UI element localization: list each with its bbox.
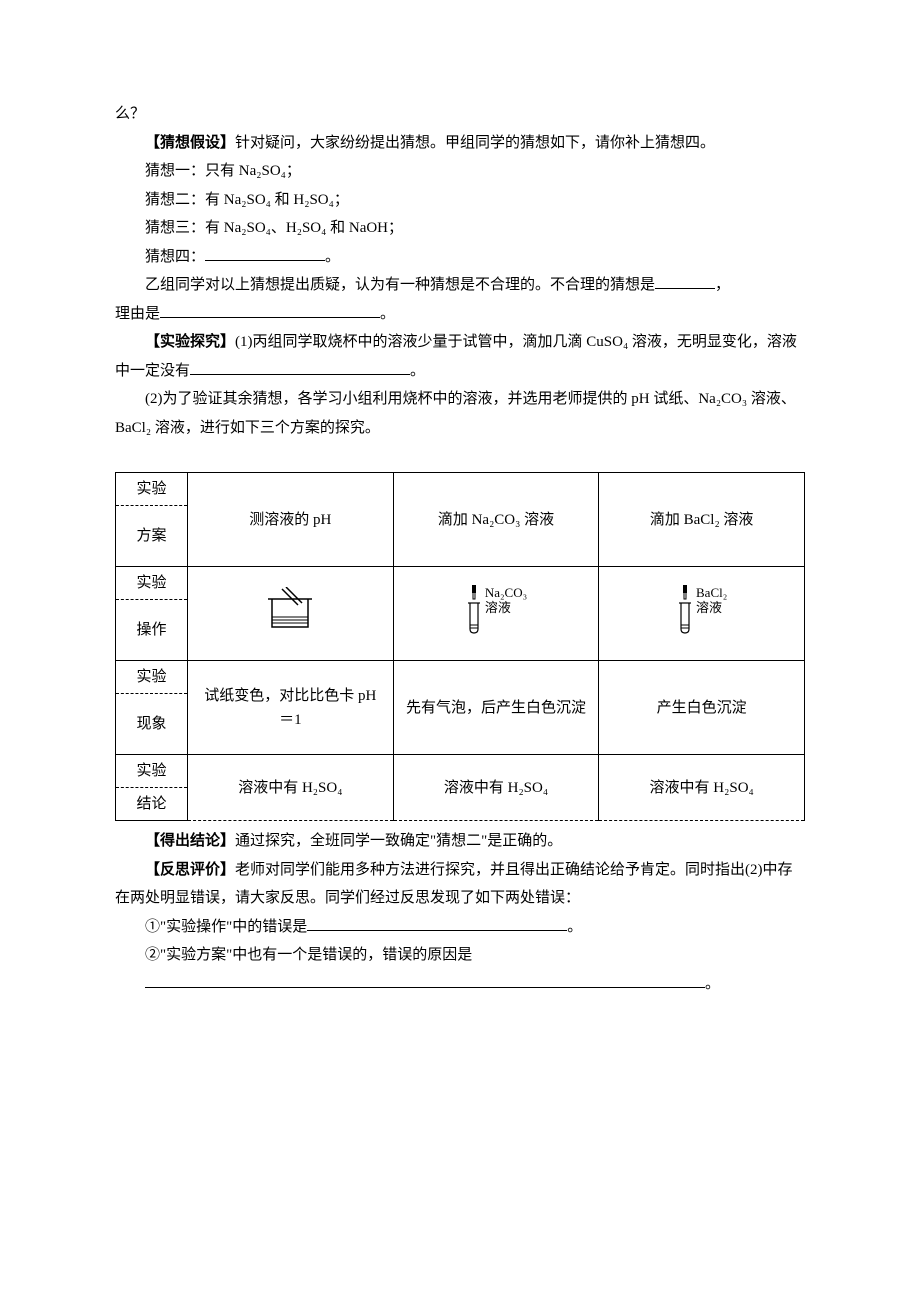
hyp4-tail: 。	[325, 249, 340, 265]
exp1-b: 。	[410, 363, 425, 379]
error-2-blank: 。	[115, 970, 805, 999]
op-col3: BaCl₂ 溶液	[599, 567, 805, 661]
op3-label-a: BaCl₂	[696, 585, 727, 600]
op2-label: Na₂CO₃ 溶液	[485, 585, 527, 616]
blank-exp1	[190, 359, 410, 375]
row-label-op-a: 实验	[116, 567, 188, 600]
hyp1-label: 猜想一：	[145, 163, 205, 179]
op3-label: BaCl₂ 溶液	[696, 585, 727, 616]
blank-which-hyp	[655, 273, 715, 289]
document-page: 么？ 【猜想假设】针对疑问，大家纷纷提出猜想。甲组同学的猜想如下，请你补上猜想四…	[0, 0, 920, 1098]
row-label-plan-a: 实验	[116, 473, 188, 506]
plan-col3: 滴加 BaCl₂ 溶液	[599, 473, 805, 567]
hypothesis-1: 猜想一：只有 Na₂SO₄；	[115, 157, 805, 186]
err2-b: 。	[705, 976, 720, 992]
blank-err2	[145, 972, 705, 988]
experiment-1: 【实验探究】(1)丙组同学取烧杯中的溶液少量于试管中，滴加几滴 CuSO₄ 溶液…	[115, 328, 805, 385]
reflect-line: 【反思评价】老师对同学们能用多种方法进行探究，并且得出正确结论给予肯定。同时指出…	[115, 856, 805, 913]
phen-col3: 产生白色沉淀	[599, 661, 805, 755]
row-label-phen-b: 现象	[116, 694, 188, 755]
op3-label-b: 溶液	[696, 600, 722, 615]
blank-hyp4	[205, 245, 325, 261]
op2-label-b: 溶液	[485, 600, 511, 615]
plan-col1: 测溶液的 pH	[188, 473, 394, 567]
hypothesis-text: 针对疑问，大家纷纷提出猜想。甲组同学的猜想如下，请你补上猜想四。	[235, 135, 715, 151]
experiment-heading: 【实验探究】	[145, 334, 235, 350]
hyp4-label: 猜想四：	[145, 249, 205, 265]
reflect-heading: 【反思评价】	[145, 862, 235, 878]
hypothesis-3: 猜想三：有 Na₂SO₄、H₂SO₄ 和 NaOH；	[115, 214, 805, 243]
op2-label-a: Na₂CO₃	[485, 585, 527, 600]
continuation-line: 么？	[115, 100, 805, 129]
conclusion-line: 【得出结论】通过探究，全班同学一致确定"猜想二"是正确的。	[115, 827, 805, 856]
hyp1-text: 只有 Na₂SO₄；	[205, 163, 301, 179]
blank-reason	[160, 302, 380, 318]
hypothesis-heading: 【猜想假设】	[145, 135, 235, 151]
op-col1	[188, 567, 394, 661]
error-2: ②"实验方案"中也有一个是错误的，错误的原因是	[115, 941, 805, 970]
hyp2-label: 猜想二：	[145, 192, 205, 208]
phen-col1: 试纸变色，对比比色卡 pH ＝1	[188, 661, 394, 755]
row-label-op-b: 操作	[116, 600, 188, 661]
reason-a: 理由是	[115, 306, 160, 322]
dropper-tube-icon-2	[676, 585, 694, 643]
reason-line: 理由是 。	[115, 300, 805, 329]
err1-a: ①"实验操作"中的错误是	[145, 919, 307, 935]
dropper-tube-icon	[465, 585, 483, 643]
hypothesis-2: 猜想二：有 Na₂SO₄ 和 H₂SO₄；	[115, 186, 805, 215]
op-col2: Na₂CO₃ 溶液	[393, 567, 599, 661]
conc-col3: 溶液中有 H₂SO₄	[599, 755, 805, 821]
row-label-plan-b: 方案	[116, 506, 188, 567]
group-b-line: 乙组同学对以上猜想提出质疑，认为有一种猜想是不合理的。不合理的猜想是 ，	[115, 271, 805, 300]
phen-col2: 先有气泡，后产生白色沉淀	[393, 661, 599, 755]
blank-err1	[307, 915, 567, 931]
experiment-table: 实验 测溶液的 pH 滴加 Na₂CO₃ 溶液 滴加 BaCl₂ 溶液 方案 实…	[115, 472, 805, 821]
group-b-b: ，	[715, 277, 730, 293]
conclusion-text: 通过探究，全班同学一致确定"猜想二"是正确的。	[235, 833, 562, 849]
plan-col2: 滴加 Na₂CO₃ 溶液	[393, 473, 599, 567]
err1-b: 。	[567, 919, 582, 935]
hyp2-text: 有 Na₂SO₄ 和 H₂SO₄；	[205, 192, 349, 208]
conclusion-heading: 【得出结论】	[145, 833, 235, 849]
hyp3-label: 猜想三：	[145, 220, 205, 236]
row-label-phen-a: 实验	[116, 661, 188, 694]
conc-col1: 溶液中有 H₂SO₄	[188, 755, 394, 821]
error-1: ①"实验操作"中的错误是 。	[115, 913, 805, 942]
row-label-conc-b: 结论	[116, 788, 188, 821]
group-b-a: 乙组同学对以上猜想提出质疑，认为有一种猜想是不合理的。不合理的猜想是	[145, 277, 655, 293]
row-label-conc-a: 实验	[116, 755, 188, 788]
beaker-icon	[262, 587, 318, 641]
reason-b: 。	[380, 306, 395, 322]
hypothesis-4: 猜想四： 。	[115, 243, 805, 272]
conc-col2: 溶液中有 H₂SO₄	[393, 755, 599, 821]
hypothesis-intro: 【猜想假设】针对疑问，大家纷纷提出猜想。甲组同学的猜想如下，请你补上猜想四。	[115, 129, 805, 158]
experiment-2: (2)为了验证其余猜想，各学习小组利用烧杯中的溶液，并选用老师提供的 pH 试纸…	[115, 385, 805, 442]
hyp3-text: 有 Na₂SO₄、H₂SO₄ 和 NaOH；	[205, 220, 403, 236]
